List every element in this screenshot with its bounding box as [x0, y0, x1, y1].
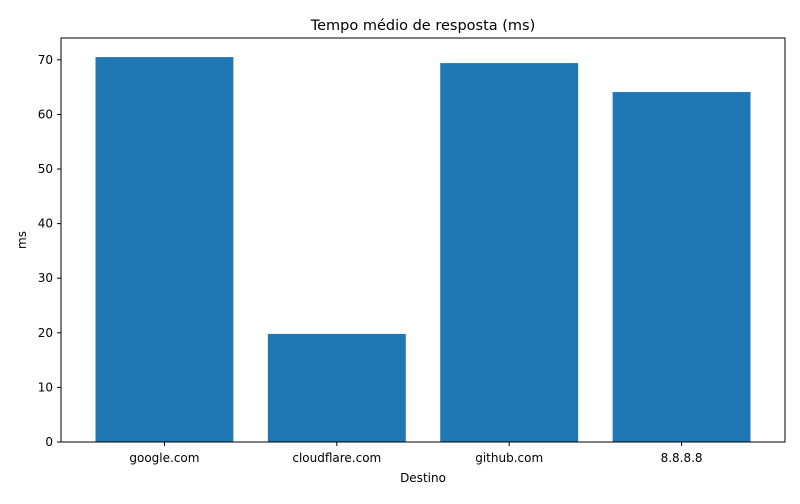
x-tick-label: 8.8.8.8	[661, 451, 703, 465]
bar-8-8-8-8	[612, 92, 751, 442]
y-tick-label: 10	[38, 380, 53, 394]
x-axis: google.com cloudflare.com github.com 8.8.8.…	[129, 442, 703, 465]
x-tick-label: google.com	[129, 451, 199, 465]
x-tick-label: cloudflare.com	[292, 451, 381, 465]
chart-title: Tempo médio de resposta (ms)	[310, 18, 536, 34]
y-tick-label: 0	[45, 435, 53, 449]
x-axis-label: Destino	[400, 471, 446, 485]
y-axis-label: ms	[15, 231, 29, 249]
y-tick-label: 60	[38, 107, 53, 121]
bars-group	[95, 57, 751, 443]
y-tick-label: 50	[38, 162, 53, 176]
bar-cloudflare-com	[267, 333, 406, 442]
bar-google-com	[95, 57, 234, 443]
y-tick-label: 20	[38, 326, 53, 340]
y-tick-label: 70	[38, 53, 53, 67]
y-tick-label: 30	[38, 271, 53, 285]
x-tick-label: github.com	[475, 451, 543, 465]
plot-frame	[60, 37, 786, 443]
y-tick-label: 40	[38, 217, 53, 231]
bar-github-com	[440, 63, 579, 442]
y-axis: 0 10 20 30 40 50 60 70	[38, 53, 61, 449]
